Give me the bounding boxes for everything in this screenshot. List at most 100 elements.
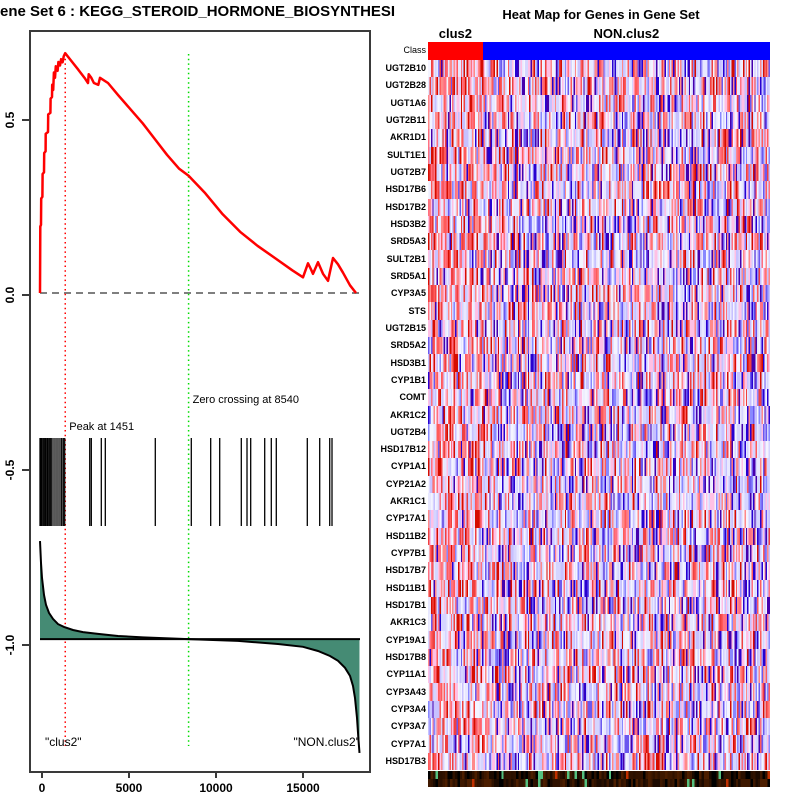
gene-label: SRD5A3 [390, 236, 426, 247]
x-tick-label: 10000 [199, 781, 233, 795]
heatmap-row [428, 752, 770, 770]
gene-label: CYP3A5 [390, 288, 426, 299]
heatmap-row [428, 406, 770, 424]
y-tick-label: 0.5 [3, 111, 17, 129]
gene-label: SULT2B1 [386, 253, 426, 264]
heatmap-row [428, 198, 770, 216]
gene-label: AKR1C1 [389, 496, 426, 507]
gene-label: AKR1C2 [389, 409, 426, 420]
heatmap-class-non-label: NON.clus2 [593, 26, 660, 41]
gene-label: CYP3A7 [390, 721, 426, 732]
heatmap-row [428, 389, 770, 407]
x-tick-mark [302, 771, 304, 778]
gene-label: AKR1C3 [389, 617, 426, 628]
heatmap-row [428, 233, 770, 251]
gene-label: HSD17B8 [385, 651, 426, 662]
x-tick-label: 5000 [115, 781, 143, 795]
heatmap-row [428, 215, 770, 234]
heatmap-row [428, 302, 770, 320]
y-tick-label: 0.0 [3, 286, 17, 304]
gene-label: HSD17B6 [385, 184, 426, 195]
y-tick-mark [22, 644, 29, 646]
gene-label: AKR1D1 [389, 132, 426, 143]
gene-label: UGT2B10 [385, 63, 426, 74]
heatmap-row [428, 267, 770, 286]
heatmap-row [428, 648, 770, 667]
heatmap-row [428, 337, 770, 355]
gene-label: HSD11B1 [385, 582, 426, 593]
heatmap-row [428, 250, 770, 268]
x-tick-mark [41, 771, 43, 778]
heatmap-row [428, 579, 770, 597]
heatmap-row [428, 354, 770, 372]
gene-label: HSD17B3 [385, 755, 426, 766]
gene-label: UGT2B15 [385, 322, 426, 333]
gene-label: UGT2B4 [390, 426, 426, 437]
heatmap-row [428, 718, 770, 736]
heatmap-sample-name-band [428, 771, 770, 787]
heatmap-row [428, 285, 770, 303]
y-tick-mark [22, 119, 29, 121]
gene-label: HSD3B2 [390, 219, 426, 229]
gene-label: HSD11B2 [385, 530, 426, 541]
heatmap-row [428, 735, 770, 753]
heatmap-row [428, 163, 770, 182]
heatmap-row [428, 371, 770, 390]
gene-label: COMT [399, 392, 427, 403]
heatmap-row [428, 492, 770, 511]
class-bar-non-clus2 [482, 42, 770, 60]
heatmap-class-row-label: Class [403, 45, 426, 55]
heatmap-row [428, 527, 770, 545]
heatmap-row [428, 562, 770, 580]
heatmap-row [428, 458, 770, 476]
gene-label: CYP17A1 [385, 513, 426, 524]
x-tick-mark [128, 771, 130, 778]
gene-label: CYP3A4 [390, 703, 426, 714]
y-tick-label: -0.5 [3, 459, 17, 481]
class-bar-clus2 [428, 42, 483, 60]
gene-label: HSD3B1 [390, 357, 426, 368]
sample-name-strip [428, 779, 770, 787]
heatmap-row [428, 475, 770, 493]
heatmap-row [428, 129, 770, 147]
gene-label: HSD17B7 [385, 565, 426, 576]
heatmap-row [428, 440, 770, 459]
heatmap-title: Heat Map for Genes in Gene Set [502, 7, 700, 22]
heatmap-class-clus2-label: clus2 [438, 26, 472, 41]
heatmap-row [428, 666, 770, 684]
heatmap-row [428, 700, 770, 719]
gene-label: SULT1E1 [387, 149, 426, 160]
heatmap-body [428, 60, 770, 770]
x-tick-mark [215, 771, 217, 778]
x-tick-label: 15000 [286, 781, 320, 795]
y-tick-label: -1.0 [3, 634, 17, 656]
heatmap-row [428, 631, 770, 649]
y-tick-mark [22, 469, 29, 471]
phenotype-right-label: "NON.clus2" [293, 735, 360, 749]
y-tick-mark [22, 294, 29, 296]
gene-label: UGT2B7 [390, 167, 426, 178]
gsea-plot-title: ene Set 6 : KEGG_STEROID_HORMONE_BIOSYNT… [0, 3, 396, 20]
heatmap-row [428, 60, 770, 78]
heatmap-row [428, 510, 770, 528]
peak-annotation: Peak at 1451 [69, 421, 135, 433]
gene-label: CYP7B1 [390, 548, 426, 559]
gsea-plot-frame [29, 30, 371, 773]
gene-label: CYP21A2 [385, 478, 426, 489]
gene-label: CYP1A1 [390, 461, 426, 472]
heatmap-row [428, 146, 770, 164]
sample-name-strip [428, 771, 770, 779]
heatmap-class-bar [428, 42, 770, 60]
heatmap-row [428, 77, 770, 95]
heatmap-row [428, 683, 770, 701]
gene-label: CYP3A43 [385, 686, 426, 697]
gene-label: UGT2B11 [385, 115, 426, 126]
gene-label: CYP7A1 [390, 738, 426, 749]
zero-crossing-annotation: Zero crossing at 8540 [192, 394, 299, 406]
heatmap-row [428, 111, 770, 130]
gene-label: SRD5A1 [390, 270, 426, 281]
heatmap-row [428, 181, 770, 199]
gene-label: CYP1B1 [390, 374, 426, 385]
gene-label: HSD17B1 [385, 599, 426, 610]
